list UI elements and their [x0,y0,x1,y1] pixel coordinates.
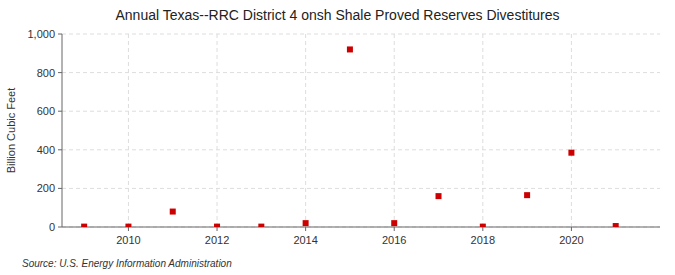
y-tick [58,111,62,112]
x-grid-line [305,34,306,227]
x-tick-label: 2014 [293,234,317,246]
y-tick [58,227,62,228]
grid [62,34,660,227]
x-grid-line [128,34,129,227]
y-grid-line [62,34,660,35]
data-point [303,220,309,226]
x-tick-label: 2010 [116,234,140,246]
data-point [258,224,264,227]
data-point [170,209,176,215]
source-note: Source: U.S. Energy Information Administ… [22,258,232,269]
data-point [568,150,574,156]
axes: 0 200 400 600 800 1,000 2010 2012 2014 2016 2018 20… [27,28,660,246]
chart-container: Annual Texas--RRC District 4 onsh Shale … [0,0,675,275]
y-tick-label: 200 [37,182,55,194]
y-axis-line [62,34,63,227]
x-tick [128,227,129,231]
y-axis-label: Billion Cubic Feet [5,88,17,174]
title: Annual Texas--RRC District 4 onsh Shale … [115,7,559,23]
y-tick [58,149,62,150]
x-tick-label: 2016 [382,234,406,246]
data-point [347,46,353,52]
data-point [214,224,220,227]
data-point [391,220,397,226]
chart-svg: Annual Texas--RRC District 4 onsh Shale … [0,0,675,275]
x-grid-line [482,34,483,227]
y-tick [58,188,62,189]
y-tick-label: 800 [37,67,55,79]
y-tick-label: 400 [37,144,55,156]
x-grid-line [217,34,218,227]
y-grid-line [62,72,660,73]
x-tick [394,227,395,231]
y-tick-label: 600 [37,105,55,117]
y-grid-line [62,188,660,189]
data-point [524,192,530,198]
x-tick [482,227,483,231]
data-point [81,224,87,227]
y-tick [58,72,62,73]
x-axis-line [62,227,660,228]
x-tick-label: 2018 [471,234,495,246]
data-point [613,223,619,227]
x-grid-line [394,34,395,227]
x-tick-label: 2020 [559,234,583,246]
y-tick-label: 0 [49,221,55,233]
data-points [81,46,619,227]
x-grid-line [571,34,572,227]
x-tick [571,227,572,231]
y-tick-label: 1,000 [27,28,55,40]
y-grid-line [62,111,660,112]
x-tick [217,227,218,231]
data-point [436,193,442,199]
x-tick-label: 2012 [205,234,229,246]
data-point [480,224,486,227]
y-tick [58,34,62,35]
data-point [125,224,131,227]
y-grid-line [62,227,660,228]
x-tick [305,227,306,231]
